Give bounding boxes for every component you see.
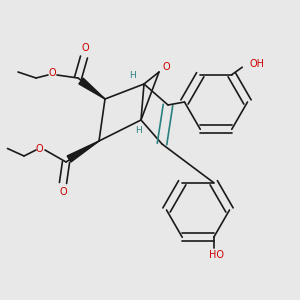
Text: H: H [129,70,135,80]
Text: H: H [135,126,141,135]
Text: O: O [82,43,89,53]
Polygon shape [67,141,99,162]
Text: O: O [49,68,56,79]
Polygon shape [79,78,105,99]
Text: OH: OH [250,59,265,69]
Text: O: O [36,143,43,154]
Text: HO: HO [209,250,224,260]
Text: O: O [59,187,67,197]
Text: O: O [163,62,170,73]
